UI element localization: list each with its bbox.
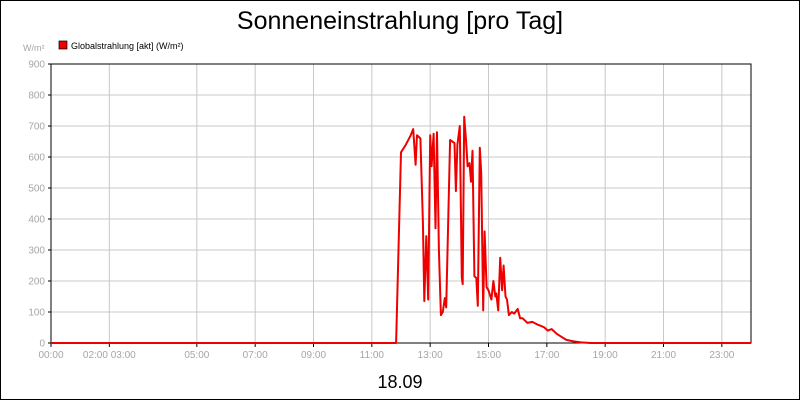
series-group xyxy=(51,115,751,344)
legend-entry: Globalstrahlung [akt] (W/m²) xyxy=(71,41,184,51)
y-tick-label: 800 xyxy=(28,91,45,102)
y-tick-label: 100 xyxy=(28,308,45,319)
x-tick-label: 19:00 xyxy=(593,350,618,361)
chart-title: Sonneneinstrahlung [pro Tag] xyxy=(237,7,563,35)
x-tick-label: 17:00 xyxy=(534,350,559,361)
y-axis: 0 100 200 300 400 500 600 700 800 900 xyxy=(28,60,51,350)
y-tick-label: 600 xyxy=(28,153,45,164)
y-tick-label: 0 xyxy=(39,339,45,350)
y-tick-label: 300 xyxy=(28,246,45,257)
x-tick-label: 23:00 xyxy=(709,350,734,361)
y-tick-label: 400 xyxy=(28,215,45,226)
y-tick-label: 900 xyxy=(28,60,45,71)
x-tick-label: 00:00 xyxy=(38,350,63,361)
x-tick-label: 21:00 xyxy=(651,350,676,361)
grid xyxy=(50,63,751,344)
legend-swatch xyxy=(58,40,68,50)
y-axis-unit-label: W/m² xyxy=(23,43,45,53)
x-tick-label: 09:00 xyxy=(301,350,326,361)
y-tick-label: 700 xyxy=(28,122,45,133)
y-tick-label: 500 xyxy=(28,184,45,195)
x-tick-label: 05:00 xyxy=(184,350,209,361)
y-tick-label: 200 xyxy=(28,277,45,288)
series-line-globalstrahlung xyxy=(51,115,751,344)
plot-area-border xyxy=(50,63,752,344)
x-tick-label: 02:00 03:00 xyxy=(83,350,136,361)
x-tick-label: 07:00 xyxy=(243,350,268,361)
x-axis: 00:00 02:00 03:00 05:00 07:00 09:00 11:00 13:0… xyxy=(38,343,735,361)
x-tick-label: 13:00 xyxy=(418,350,443,361)
x-tick-label: 11:00 xyxy=(360,350,385,361)
x-axis-date-label: 18.09 xyxy=(377,372,422,392)
x-tick-label: 15:00 xyxy=(476,350,501,361)
